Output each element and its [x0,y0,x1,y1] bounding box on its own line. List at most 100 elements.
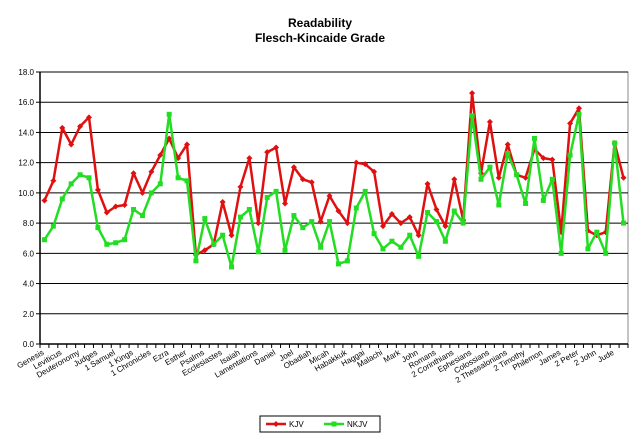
data-point-nkjv [531,135,537,141]
data-point-nkjv [95,225,101,231]
data-point-nkjv [41,237,47,243]
data-point-nkjv [59,196,65,202]
data-point-nkjv [68,181,74,187]
data-point-nkjv [362,188,368,194]
legend-marker [331,421,337,427]
data-point-nkjv [309,219,315,225]
data-point-nkjv [246,207,252,213]
data-point-nkjv [576,111,582,117]
y-tick-label: 12.0 [18,159,34,168]
data-point-nkjv [407,232,413,238]
data-point-kjv [326,192,333,199]
y-tick-label: 2.0 [23,310,35,319]
data-point-nkjv [264,194,270,200]
data-point-kjv [504,141,511,148]
y-tick-label: 8.0 [23,219,35,228]
data-point-nkjv [335,261,341,267]
data-point-nkjv [148,190,154,196]
data-point-kjv [380,223,386,230]
data-point-nkjv [398,244,404,250]
data-point-nkjv [273,188,279,194]
data-point-nkjv [220,232,226,238]
data-point-nkjv [175,175,181,181]
data-point-nkjv [496,202,502,208]
data-point-nkjv [104,241,110,247]
data-point-kjv [433,206,440,213]
data-point-kjv [219,198,226,205]
data-point-nkjv [603,250,609,256]
data-point-nkjv [478,176,484,182]
y-tick-label: 4.0 [23,280,35,289]
series-lines [41,90,627,270]
data-point-kjv [121,201,128,208]
data-point-kjv [201,247,208,254]
data-point-kjv [522,174,529,181]
data-point-kjv [77,123,84,130]
data-point-nkjv [327,219,333,225]
plot-area [39,71,629,345]
data-point-kjv [335,208,342,215]
data-point-nkjv [416,253,422,259]
data-point-nkjv [567,152,573,158]
data-point-kjv [362,161,369,168]
data-point-nkjv [540,197,546,203]
data-point-kjv [112,203,119,210]
data-point-nkjv [202,216,208,222]
data-point-kjv [388,211,395,218]
data-point-kjv [495,174,502,181]
data-point-nkjv [460,220,466,226]
data-point-kjv [59,124,66,131]
x-tick-label: Daniel [253,348,277,367]
data-point-kjv [567,120,574,127]
data-point-kjv [148,168,155,175]
data-point-kjv [86,114,92,121]
data-point-kjv [406,214,413,221]
data-point-kjv [299,176,306,183]
data-point-nkjv [594,229,600,235]
chart-subtitle: Flesch-Kincaide Grade [255,31,385,45]
data-point-nkjv [523,200,529,206]
data-point-nkjv [514,172,520,178]
data-point-kjv [157,152,164,159]
data-point-nkjv [131,207,137,213]
data-point-kjv [139,189,146,196]
data-point-kjv [540,155,547,162]
data-point-nkjv [353,205,359,211]
data-point-kjv [415,232,422,239]
data-point-nkjv [122,237,128,243]
legend-label: KJV [289,420,304,429]
data-point-kjv [576,105,582,112]
y-axis: 0.0 2.0 4.0 6.0 8.0 10.0 12.0 14.0 16.0 18.0 [18,68,41,349]
data-point-kjv [166,135,173,142]
data-point-kjv [103,209,110,216]
legend: KJV NKJV [259,415,381,433]
data-point-kjv [451,176,458,183]
legend-label: NKJV [347,420,368,429]
data-point-kjv [397,220,404,227]
data-point-kjv [255,220,262,227]
data-point-kjv [237,183,244,190]
data-point-kjv [273,144,280,151]
data-point-kjv [353,159,360,166]
data-point-nkjv [558,250,564,256]
data-point-nkjv [237,214,243,220]
data-point-nkjv [300,225,306,231]
data-point-kjv [94,186,101,193]
data-point-kjv [442,223,449,230]
data-point-nkjv [166,111,172,117]
data-point-kjv [282,200,288,207]
legend-marker [273,421,279,427]
data-point-nkjv [442,238,448,244]
data-point-nkjv [50,223,56,229]
data-point-nkjv [344,258,350,264]
y-tick-label: 6.0 [23,249,35,258]
data-point-kjv [264,149,271,156]
data-point-nkjv [380,246,386,252]
x-tick-label: Jude [596,348,616,365]
data-point-nkjv [229,264,235,270]
data-point-kjv [246,155,253,162]
data-point-nkjv [184,178,190,184]
data-point-kjv [41,197,48,204]
